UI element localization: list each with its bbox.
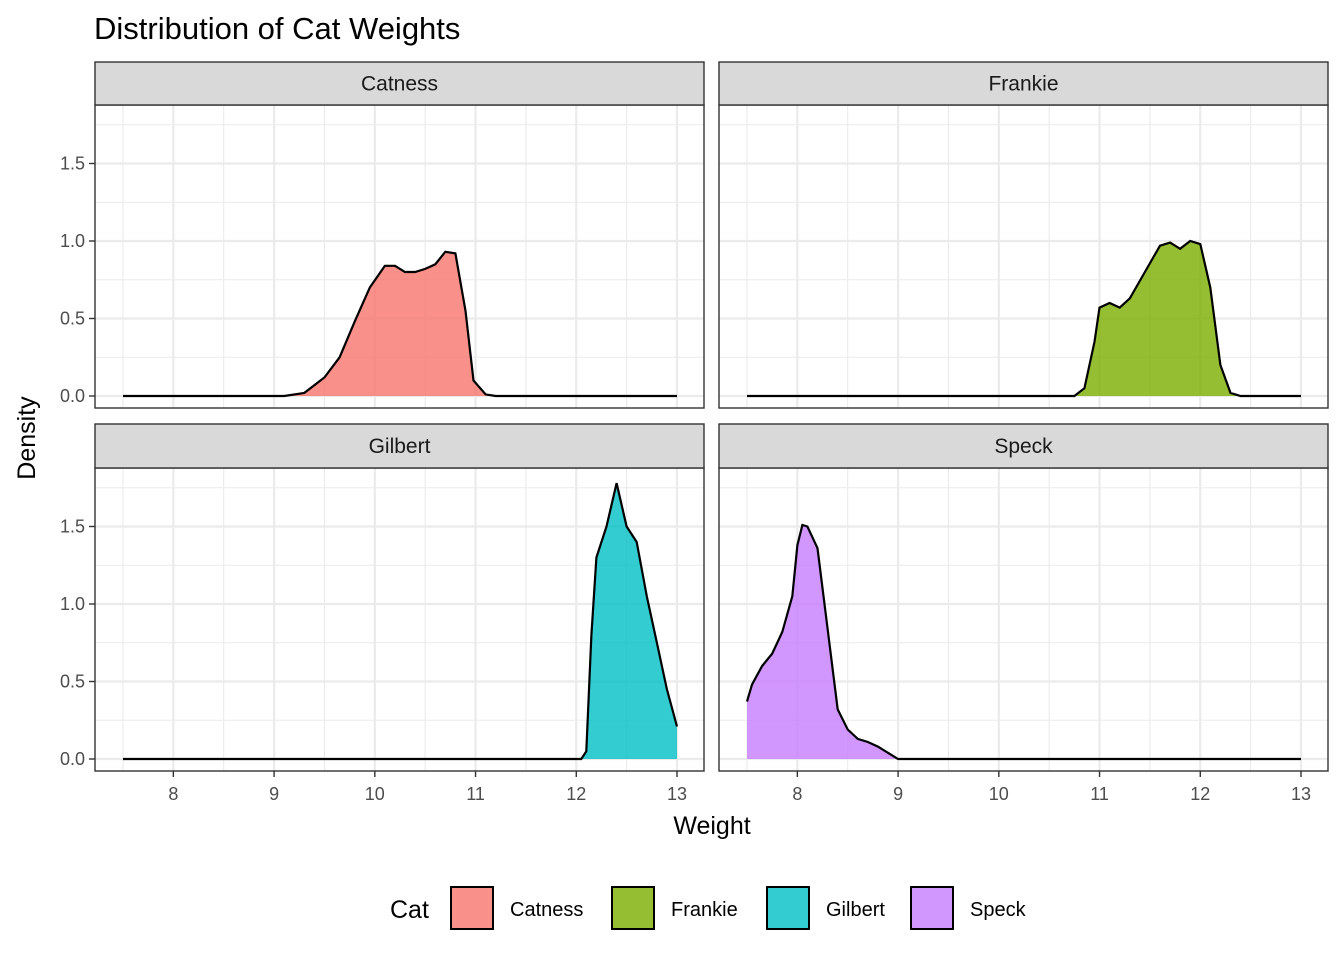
- y-tick-label: 1.5: [60, 517, 85, 537]
- x-tick-label: 9: [893, 784, 903, 804]
- panel-background: [719, 105, 1328, 408]
- density-area-speck: [747, 525, 1301, 759]
- facet-panel-speck: Speck 8 9 10 11 12 13: [718, 423, 1329, 804]
- density-line-catness: [123, 250, 677, 398]
- facet-panels: Catness 0.0 0.5 1.0 1.5 Frankie Gilbert 0.0 0.5 1…: [60, 61, 1329, 804]
- x-tick-label: 13: [667, 784, 687, 804]
- density-area-catness: [123, 251, 677, 396]
- facet-panel-catness: Catness 0.0 0.5 1.0 1.5: [60, 61, 705, 409]
- x-tick-label: 12: [1190, 784, 1210, 804]
- y-tick-label: 0.0: [60, 386, 85, 406]
- legend-label-catness: Catness: [510, 899, 583, 921]
- x-tick-label: 8: [168, 784, 178, 804]
- legend-label-frankie: Frankie: [671, 899, 738, 921]
- legend-key-gilbert: [766, 886, 810, 930]
- x-tick-label: 11: [466, 784, 485, 804]
- y-tick-label: 0.5: [60, 309, 85, 329]
- density-line-speck: [745, 523, 1301, 761]
- y-tick-label: 1.0: [60, 231, 85, 251]
- y-tick-label: 1.0: [60, 594, 85, 614]
- facet-strip-label: Catness: [361, 73, 438, 96]
- facet-strip-label: Speck: [994, 435, 1053, 458]
- facet-strip-label: Frankie: [988, 73, 1058, 96]
- x-tick-label: 11: [1090, 784, 1109, 804]
- x-tick-label: 8: [792, 784, 802, 804]
- legend-key-speck: [910, 886, 954, 930]
- facet-panel-gilbert: Gilbert 0.0 0.5 1.0 1.5 8 9 10 11 12 13: [60, 423, 705, 804]
- y-tick-label: 1.5: [60, 154, 85, 174]
- density-line-gilbert: [123, 482, 679, 761]
- x-axis-title: Weight: [673, 812, 750, 840]
- x-tick-label: 10: [365, 784, 385, 804]
- chart-title: Distribution of Cat Weights: [94, 11, 460, 46]
- x-tick-label: 13: [1291, 784, 1311, 804]
- x-tick-label: 9: [269, 784, 279, 804]
- x-tick-label: 10: [989, 784, 1009, 804]
- legend-key-frankie: [611, 886, 655, 930]
- facet-strip: [94, 423, 705, 469]
- facet-strip-label: Gilbert: [369, 435, 431, 458]
- legend-label-speck: Speck: [970, 899, 1027, 921]
- y-tick-label: 0.0: [60, 749, 85, 769]
- x-tick-label: 12: [566, 784, 586, 804]
- facet-panel-frankie: Frankie: [718, 61, 1329, 409]
- y-tick-label: 0.5: [60, 672, 85, 692]
- facet-strip: [94, 61, 705, 106]
- density-line-frankie: [747, 239, 1301, 398]
- legend: Cat Catness Frankie Gilbert Speck: [390, 886, 1027, 930]
- density-area-frankie: [747, 241, 1301, 396]
- legend-key-catness: [450, 886, 494, 930]
- density-area-gilbert: [123, 483, 677, 759]
- legend-label-gilbert: Gilbert: [826, 899, 885, 921]
- facet-strip: [718, 61, 1329, 106]
- y-axis-title: Density: [13, 396, 41, 480]
- facet-strip: [718, 423, 1329, 469]
- legend-title: Cat: [390, 896, 429, 924]
